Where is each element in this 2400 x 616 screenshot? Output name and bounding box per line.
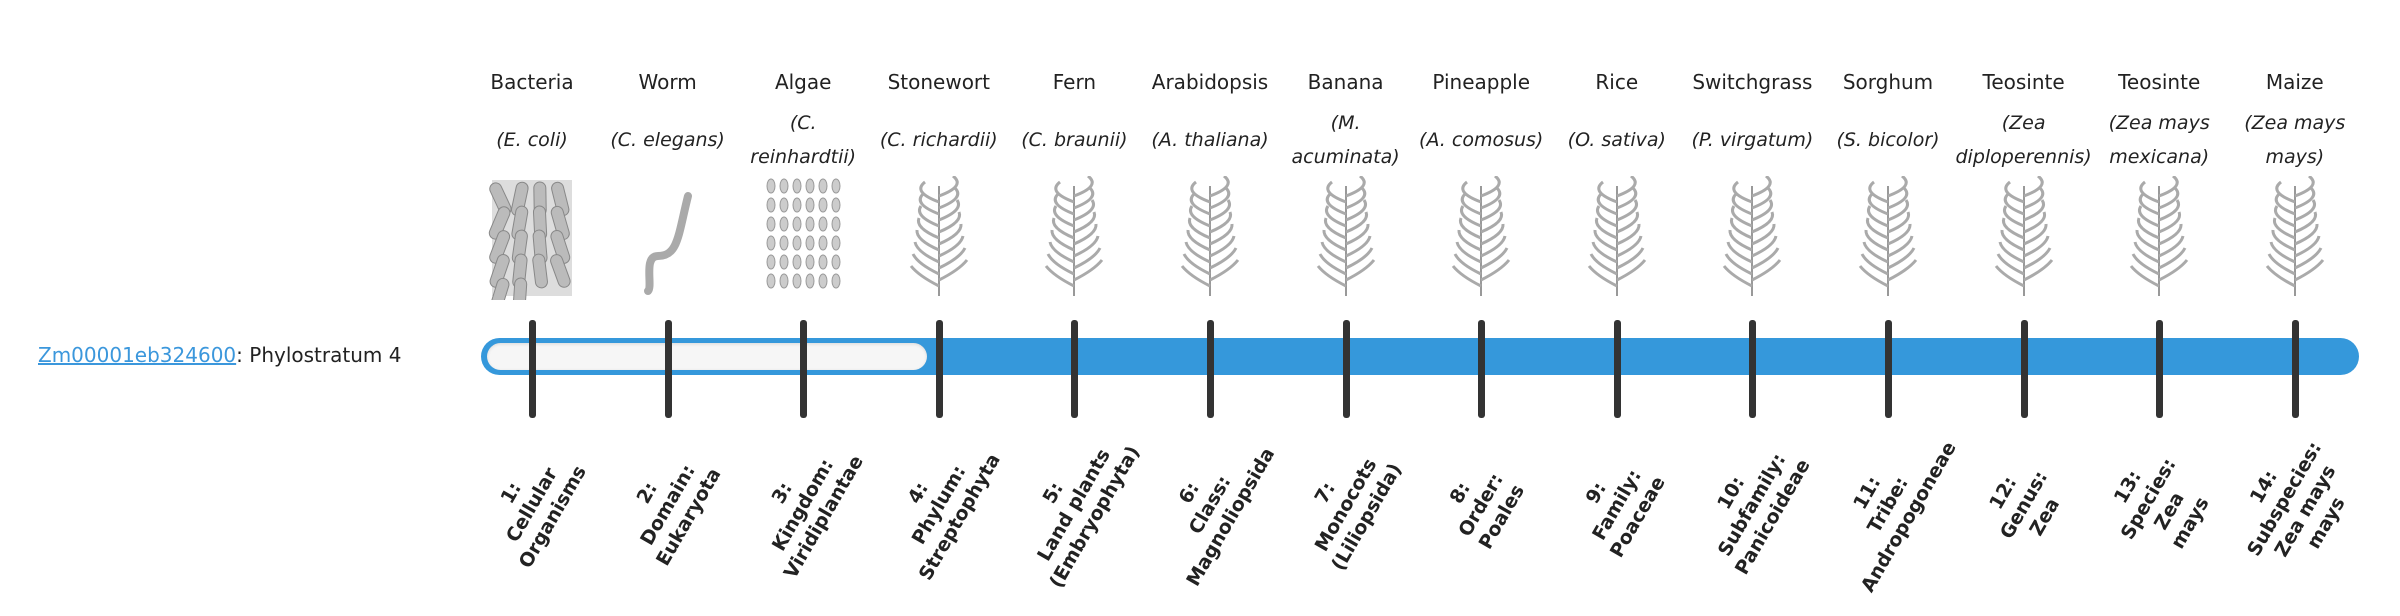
phylostratum-bar xyxy=(481,338,2359,375)
teosinte-icon xyxy=(1956,176,2092,300)
rank-tick xyxy=(1071,320,1079,418)
rank-label: 8: Order: Poales xyxy=(1400,400,1562,609)
species-name: (Zea mays mays) xyxy=(2227,104,2363,176)
rank-tick xyxy=(1613,320,1621,418)
rank-tick xyxy=(1478,320,1486,418)
rank-label: 13: Species: Zea mays xyxy=(2068,394,2251,615)
species-name: (A. comosus) xyxy=(1413,104,1549,176)
species-text: (C. braunii) xyxy=(1021,129,1128,151)
rank-tick xyxy=(2020,320,2028,418)
organism-name: Stonewort xyxy=(887,70,990,94)
species-text: (Zea diploperennis) xyxy=(1955,112,2092,168)
species-text: (C. elegans) xyxy=(610,129,725,151)
species-text: (M. acuminata) xyxy=(1291,112,1400,168)
species-text: (A. comosus) xyxy=(1419,129,1544,151)
rank-tick xyxy=(2156,320,2164,418)
rank-label: 5: Land plants (Embryophyta) xyxy=(993,400,1155,609)
teosinte-mexicana-icon xyxy=(2091,176,2227,300)
stonewort-icon xyxy=(871,176,1007,300)
species-text: (P. virgatum) xyxy=(1691,129,1814,151)
sorghum-icon xyxy=(1820,176,1956,300)
bar-unfilled-portion xyxy=(487,343,927,370)
species-text: (C. richardii) xyxy=(879,129,998,151)
rank-tick xyxy=(800,320,808,418)
pineapple-icon xyxy=(1413,176,1549,300)
phylostratum-text: : Phylostratum 4 xyxy=(236,343,402,367)
bacteria-icon xyxy=(464,176,600,300)
species-text: (Zea mays mexicana) xyxy=(2108,112,2210,168)
species-name: (M. acuminata) xyxy=(1278,104,1414,176)
organism-name: Rice xyxy=(1595,70,1639,94)
algae-icon xyxy=(735,176,871,300)
rank-label: 11: Tribe: Andropogoneae xyxy=(1807,400,1969,609)
banana-icon xyxy=(1278,176,1414,300)
species-name: (P. virgatum) xyxy=(1684,104,1820,176)
organism-name: Bacteria xyxy=(490,70,574,94)
species-name: (S. bicolor) xyxy=(1820,104,1956,176)
species-text: (Zea mays mays) xyxy=(2244,112,2346,168)
rank-tick xyxy=(1207,320,1214,418)
rank-label: 6: Class: Magnoliopsida xyxy=(1129,400,1291,609)
worm-icon xyxy=(600,176,736,300)
rank-tick xyxy=(529,320,536,418)
organism-name: Algae xyxy=(774,70,832,94)
species-name: (Zea diploperennis) xyxy=(1955,104,2092,176)
rank-label: 1: Cellular Organisms xyxy=(451,400,613,609)
rank-tick xyxy=(1342,320,1350,418)
species-name: (C. elegans) xyxy=(600,104,736,176)
rice-icon xyxy=(1549,176,1685,300)
species-name: (C. braunii) xyxy=(1006,104,1142,176)
rank-label: 7: Monocots (Liliopsida) xyxy=(1264,400,1426,609)
species-name: (C. reinhardtii) xyxy=(735,104,871,176)
organism-name: Sorghum xyxy=(1842,70,1934,94)
maize-icon xyxy=(2227,176,2363,300)
rank-label: 14: Subspecies: Zea mays mays xyxy=(2203,394,2386,615)
switchgrass-icon xyxy=(1684,176,1820,300)
species-name: (Zea mays mexicana) xyxy=(2091,104,2227,176)
organism-name: Pineapple xyxy=(1432,70,1531,94)
gene-id-link[interactable]: Zm00001eb324600 xyxy=(38,343,237,367)
rank-tick xyxy=(2291,320,2299,418)
rank-label: 3: Kingdom: Viridiplantae xyxy=(722,400,884,609)
species-text: (E. coli) xyxy=(496,129,568,151)
rank-label: 2: Domain: Eukaryota xyxy=(586,400,748,609)
rank-label: 10: Subfamily: Panicoideae xyxy=(1671,400,1833,609)
organism-name: Arabidopsis xyxy=(1151,70,1269,94)
species-text: (C. reinhardtii) xyxy=(750,112,857,168)
rank-tick xyxy=(664,320,672,418)
organism-name: Teosinte xyxy=(1982,70,2065,94)
organism-name: Switchgrass xyxy=(1692,70,1813,94)
species-name: (A. thaliana) xyxy=(1142,104,1278,176)
rank-tick xyxy=(1885,320,1892,418)
organism-name: Fern xyxy=(1052,70,1097,94)
species-name: (O. sativa) xyxy=(1549,104,1685,176)
rank-tick xyxy=(1749,320,1757,418)
species-text: (A. thaliana) xyxy=(1151,129,1269,151)
species-text: (O. sativa) xyxy=(1567,129,1666,151)
fern-icon xyxy=(1006,176,1142,300)
organism-name: Banana xyxy=(1307,70,1384,94)
rank-label: 9: Family: Poaceae xyxy=(1536,400,1698,609)
organism-name: Teosinte xyxy=(2118,70,2201,94)
gene-label: Zm00001eb324600: Phylostratum 4 xyxy=(38,340,401,370)
arabidopsis-icon xyxy=(1142,176,1278,300)
species-name: (E. coli) xyxy=(464,104,600,176)
rank-label: 12: Genus: Zea xyxy=(1942,400,2104,609)
rank-tick xyxy=(935,320,943,418)
species-text: (S. bicolor) xyxy=(1836,129,1940,151)
organism-name: Worm xyxy=(638,70,697,94)
species-name: (C. richardii) xyxy=(871,104,1007,176)
rank-label: 4: Phylum: Streptophyta xyxy=(858,400,1020,609)
organism-name: Maize xyxy=(2265,70,2324,94)
